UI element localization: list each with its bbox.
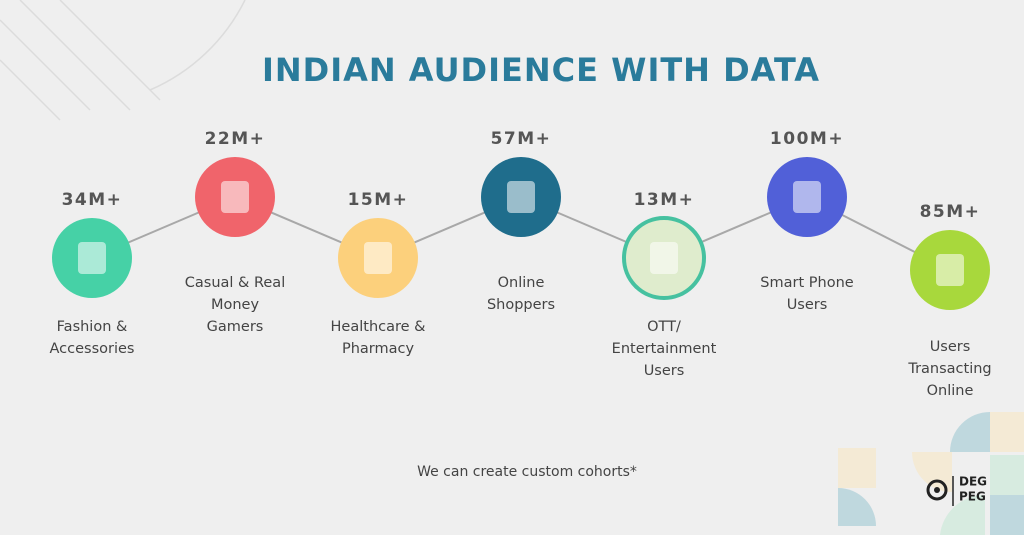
audience-item: 100M+ Smart Phone Users [760, 129, 853, 313]
logo-text: DEG [959, 475, 987, 489]
label: Users [644, 363, 685, 379]
value: 100M+ [770, 129, 844, 149]
label: Online [927, 383, 974, 399]
label: Shoppers [487, 297, 555, 313]
icon [221, 181, 249, 213]
label: Entertainment [612, 341, 717, 357]
label: Fashion & [57, 319, 128, 335]
icon [78, 242, 106, 274]
icon [507, 181, 535, 213]
label: Money [211, 297, 259, 313]
value: 34M+ [62, 190, 123, 210]
label: Smart Phone [760, 275, 853, 291]
label: Casual & Real [185, 275, 285, 291]
value: 57M+ [491, 129, 552, 149]
label: Gamers [207, 319, 264, 335]
label: Pharmacy [342, 341, 415, 357]
audience-item: 15M+ Healthcare & Pharmacy [331, 190, 426, 357]
audience-item: 85M+ Users Transacting Online [907, 202, 991, 399]
decor-arcs [0, 0, 246, 121]
icon [793, 181, 821, 213]
value: 13M+ [634, 190, 695, 210]
logo: DEG PEG [926, 475, 987, 506]
decor-shapes [838, 412, 1024, 535]
value: 85M+ [920, 202, 981, 222]
label: Transacting [907, 361, 991, 377]
icon [936, 254, 964, 286]
icon [364, 242, 392, 274]
logo-text: PEG [959, 490, 986, 504]
audience-item: 22M+ Casual & Real Money Gamers [185, 129, 285, 335]
audience-item: 34M+ Fashion & Accessories [50, 190, 135, 357]
label: Users [787, 297, 828, 313]
label: OTT/ [647, 319, 681, 335]
label: Healthcare & [331, 319, 426, 335]
footnote: We can create custom cohorts* [417, 464, 637, 480]
icon [650, 242, 678, 274]
label: Accessories [50, 341, 135, 357]
audience-item: 57M+ Online Shoppers [481, 129, 561, 313]
value: 22M+ [205, 129, 266, 149]
title: INDIAN AUDIENCE WITH DATA [262, 51, 820, 89]
label: Online [498, 275, 545, 291]
audience-item: 13M+ OTT/Entertainment Users [612, 190, 717, 379]
label: Users [930, 339, 971, 355]
value: 15M+ [348, 190, 409, 210]
